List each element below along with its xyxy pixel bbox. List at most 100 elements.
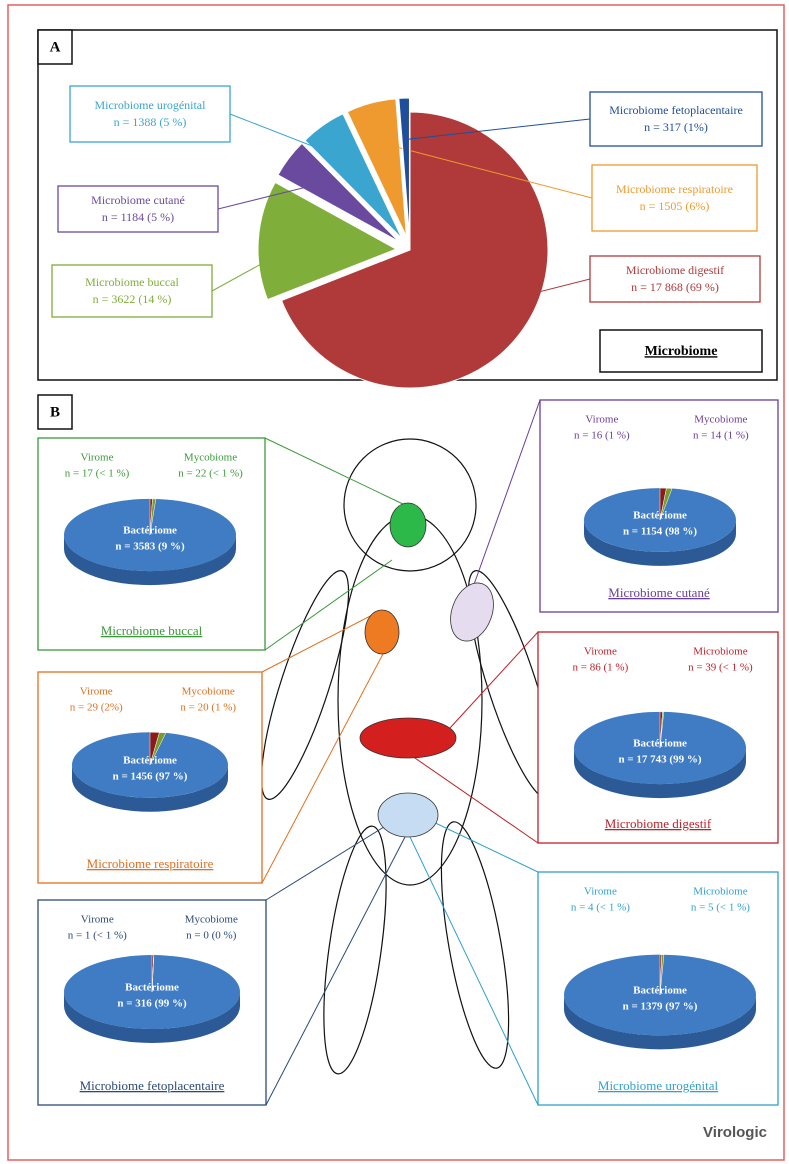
slice-value-label: n = 316 (99 %) [117,998,187,1010]
slice-value-label: n = 17 743 (99 %) [619,754,702,766]
slice-name: Microbiome digestif [626,263,724,277]
label-box [591,164,758,232]
leader-line [405,118,591,140]
slice-value-label: n = 1456 (97 %) [113,771,188,783]
slice-name: Bactériome [125,982,179,994]
logo: Virologic [703,1124,767,1141]
slice-value-label: n = 17 (< 1 %) [65,468,130,480]
leader [264,559,393,651]
label-box [69,85,231,143]
slice-name: Mycobiome [185,914,238,926]
pie-slice [659,954,665,996]
leader [261,651,385,884]
leader-line [381,142,593,199]
leader-line [211,242,300,292]
slice-name: Microbiome fetoplacentaire [609,103,743,117]
slice-name: Mycobiome [182,686,235,698]
leader-line [217,182,322,210]
organ-uro [377,792,439,838]
slice-name: Microbiome respiratoire [616,182,733,196]
slice-value-label: n = 39 (< 1 %) [688,662,753,674]
slice-name: Virome [80,686,113,698]
leader [411,755,539,844]
leader-line [229,113,347,160]
slice-value-label: n = 0 (0 %) [186,930,237,942]
slice-value-label: n = 86 (1 %) [573,662,629,674]
page-border [7,4,785,1161]
label-box [57,185,219,233]
slice-name: Virome [585,414,618,426]
panel-label-box [37,394,73,430]
slice-value-label: n = 29 (2%) [70,702,123,714]
leader [471,399,541,591]
pie-side [584,520,736,566]
organ-mouth [389,502,427,548]
organ-gut [359,717,457,759]
slice-value-label: n = 16 (1 %) [574,430,630,442]
slice-name: Virome [81,452,114,464]
slice-name: Virome [81,914,114,926]
slice-name: Bactériome [633,738,687,750]
pie-slice [398,97,410,237]
panel-label: B [50,404,60,420]
slice-name: Microbiome cutané [91,193,185,207]
pie-side [64,992,240,1043]
slice-name: Microbiome buccal [85,275,179,289]
slice-name: Virome [584,886,617,898]
slice-value-label: n = 1505 (6%) [640,199,710,213]
leader [265,836,406,1106]
leader [261,611,379,673]
slice-value-label: n = 3622 (14 %) [93,292,172,306]
slice-name: Virome [584,646,617,658]
panel-label-box [37,29,73,65]
pie-side [64,535,236,586]
slice-name: Bactériome [633,510,687,522]
pie-side [574,748,746,799]
leader-line [489,278,591,305]
pie-slice [659,711,665,749]
pie-side [72,765,228,812]
organ-lung [364,609,400,655]
slice-value-label: n = 3583 (9 %) [115,541,185,553]
pie-slice [149,732,167,766]
legend-title-box [599,329,763,373]
organs [359,502,494,838]
pie-slice [346,98,407,237]
slice-value-label: n = 14 (1 %) [693,430,749,442]
panel-label: A [50,39,61,55]
slice-value-label: n = 5 (< 1 %) [691,902,750,914]
slice-value-label: n = 22 (< 1 %) [178,468,243,480]
pie-slice [659,487,673,521]
panel-title: Microbiome cutané [608,585,710,600]
slice-name: Mycobiome [184,452,237,464]
head [343,438,477,572]
leader [409,836,539,1106]
pie-slice [277,142,400,242]
panel-title: Microbiome buccal [101,623,203,638]
chart-title: Microbiome [645,344,718,359]
panel-title: Microbiome urogénital [598,1078,719,1093]
leader-lines [261,399,541,1106]
label-box [589,91,763,147]
slice-value-label: n = 20 (1 %) [180,702,236,714]
slice-value-label: n = 17 868 (69 %) [631,280,719,294]
pie-slice [280,111,549,389]
label-box [51,264,213,318]
slice-value-label: n = 1379 (97 %) [623,1001,698,1013]
leg [440,821,510,1069]
arm [260,570,350,800]
slice-value-label: n = 1184 (5 %) [102,210,174,224]
slice-value-label: n = 1 (< 1 %) [68,930,127,942]
pie-slice [257,181,398,301]
panel-title: Microbiome digestif [605,816,712,831]
slice-value-label: n = 4 (< 1 %) [571,902,630,914]
panel-title: Microbiome respiratoire [87,856,214,871]
organ-skin [450,582,494,642]
panel-title: Microbiome fetoplacentaire [80,1078,225,1093]
label-box [589,255,761,303]
pie-slice [149,498,157,536]
slice-name: Microbiome [693,886,747,898]
slice-name: Mycobiome [694,414,747,426]
slice-name: Microbiome urogénital [95,98,207,112]
